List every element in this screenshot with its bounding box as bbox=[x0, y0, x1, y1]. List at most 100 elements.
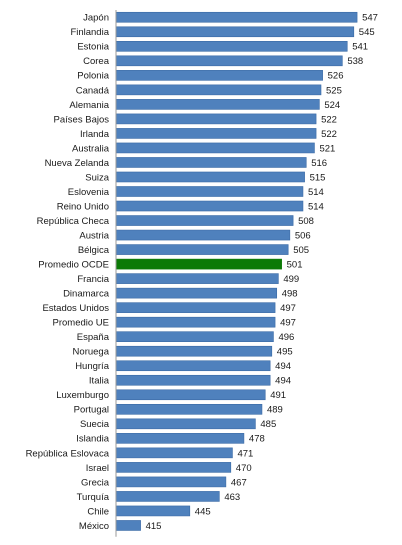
bar-israel bbox=[115, 462, 232, 473]
category-label-grecia: Grecia bbox=[81, 477, 110, 488]
category-label-estados-unidos: Estados Unidos bbox=[42, 303, 109, 314]
value-label-islandia: 478 bbox=[249, 434, 265, 445]
bar-reino-unido bbox=[115, 200, 304, 212]
value-label-promedio-ue: 497 bbox=[280, 318, 296, 329]
category-label-suecia: Suecia bbox=[80, 419, 110, 430]
value-label-luxemburgo: 491 bbox=[270, 390, 286, 401]
value-label-corea: 538 bbox=[347, 56, 363, 67]
value-label-italia: 494 bbox=[275, 376, 291, 387]
category-label-japon: Japón bbox=[83, 13, 109, 24]
value-label-estados-unidos: 497 bbox=[280, 303, 296, 314]
category-label-portugal: Portugal bbox=[74, 405, 109, 416]
category-label-canada: Canadá bbox=[76, 85, 110, 96]
category-label-luxemburgo: Luxemburgo bbox=[56, 390, 109, 401]
value-label-promedio-ocde: 501 bbox=[287, 260, 303, 271]
category-label-australia: Australia bbox=[72, 143, 110, 154]
value-label-republica-checa: 508 bbox=[298, 216, 314, 227]
bar-promedio-ocde bbox=[115, 258, 282, 270]
bar-dinamarca bbox=[115, 287, 278, 299]
bar-suecia bbox=[115, 418, 256, 430]
category-label-islandia: Islandia bbox=[76, 434, 109, 445]
value-label-portugal: 489 bbox=[267, 405, 283, 416]
bar-grecia bbox=[115, 476, 227, 488]
bar-austria bbox=[115, 229, 291, 241]
bars-group bbox=[115, 11, 358, 531]
bar-hungria bbox=[115, 360, 271, 372]
value-label-suiza: 515 bbox=[310, 172, 326, 183]
category-labels-group: Japón Finlandia Estonia Corea Polonia Canadá A… bbox=[26, 13, 110, 532]
value-label-grecia: 467 bbox=[231, 477, 247, 488]
bar-polonia bbox=[115, 70, 323, 81]
category-label-eslovenia: Eslovenia bbox=[68, 187, 110, 198]
bar-republica-checa bbox=[115, 215, 294, 226]
category-label-israel: Israel bbox=[86, 463, 109, 474]
value-label-israel: 470 bbox=[236, 463, 252, 474]
bar-finlandia bbox=[115, 26, 355, 38]
value-label-finlandia: 545 bbox=[359, 27, 375, 38]
bar-japon bbox=[115, 11, 358, 23]
bar-paises-bajos bbox=[115, 113, 317, 125]
category-label-paises-bajos: Países Bajos bbox=[54, 114, 110, 125]
value-label-polonia: 526 bbox=[328, 71, 344, 82]
category-label-espana: España bbox=[77, 332, 110, 343]
category-label-republica-checa: República Checa bbox=[37, 216, 110, 227]
category-label-chile: Chile bbox=[87, 506, 109, 517]
bar-italia bbox=[115, 374, 271, 386]
bar-corea bbox=[115, 55, 343, 67]
value-label-canada: 525 bbox=[326, 85, 342, 96]
value-label-francia: 499 bbox=[283, 274, 299, 285]
category-label-belgica: Bélgica bbox=[78, 245, 110, 256]
category-label-noruega: Noruega bbox=[73, 347, 110, 358]
bar-francia bbox=[115, 273, 279, 284]
bar-islandia bbox=[115, 433, 245, 444]
bar-espana bbox=[115, 331, 274, 343]
category-label-italia: Italia bbox=[89, 376, 110, 387]
bar-turquia bbox=[115, 491, 220, 502]
bar-estados-unidos bbox=[115, 302, 276, 313]
value-label-austria: 506 bbox=[295, 230, 311, 241]
category-label-polonia: Polonia bbox=[77, 71, 109, 82]
category-label-finlandia: Finlandia bbox=[70, 27, 109, 38]
category-label-promedio-ocde: Promedio OCDE bbox=[38, 260, 109, 271]
value-label-mexico: 415 bbox=[146, 521, 162, 532]
bar-republica-eslovaca bbox=[115, 447, 233, 459]
bar-canada bbox=[115, 84, 322, 96]
category-label-reino-unido: Reino Unido bbox=[57, 201, 109, 212]
category-label-irlanda: Irlanda bbox=[80, 129, 110, 140]
value-label-espana: 496 bbox=[278, 332, 294, 343]
value-label-noruega: 495 bbox=[277, 347, 293, 358]
category-label-corea: Corea bbox=[83, 56, 110, 67]
value-label-irlanda: 522 bbox=[321, 129, 337, 140]
category-label-turquia: Turquía bbox=[77, 492, 110, 503]
category-label-hungria: Hungría bbox=[75, 361, 110, 372]
bar-mexico bbox=[115, 520, 141, 531]
category-label-nueva-zelanda: Nueva Zelanda bbox=[45, 158, 110, 169]
value-label-hungria: 494 bbox=[275, 361, 291, 372]
category-label-alemania: Alemania bbox=[69, 100, 109, 111]
bar-chile bbox=[115, 505, 191, 517]
bar-portugal bbox=[115, 403, 263, 415]
value-label-reino-unido: 514 bbox=[308, 201, 324, 212]
bar-luxemburgo bbox=[115, 389, 266, 401]
category-label-promedio-ue: Promedio UE bbox=[53, 318, 110, 329]
category-label-austria: Austria bbox=[79, 230, 109, 241]
value-label-chile: 445 bbox=[195, 506, 211, 517]
bar-alemania bbox=[115, 99, 320, 110]
category-label-suiza: Suiza bbox=[85, 172, 109, 183]
category-label-dinamarca: Dinamarca bbox=[63, 289, 110, 300]
bar-promedio-ue bbox=[115, 316, 276, 328]
value-label-alemania: 524 bbox=[324, 100, 340, 111]
value-label-dinamarca: 498 bbox=[282, 289, 298, 300]
bar-suiza bbox=[115, 171, 305, 183]
value-label-paises-bajos: 522 bbox=[321, 114, 337, 125]
value-label-republica-eslovaca: 471 bbox=[237, 448, 253, 459]
bar-estonia bbox=[115, 40, 348, 52]
bar-eslovenia bbox=[115, 186, 304, 197]
bar-irlanda bbox=[115, 128, 317, 139]
value-label-eslovenia: 514 bbox=[308, 187, 324, 198]
category-label-estonia: Estonia bbox=[77, 42, 109, 53]
value-label-nueva-zelanda: 516 bbox=[311, 158, 327, 169]
bar-nueva-zelanda bbox=[115, 157, 307, 168]
